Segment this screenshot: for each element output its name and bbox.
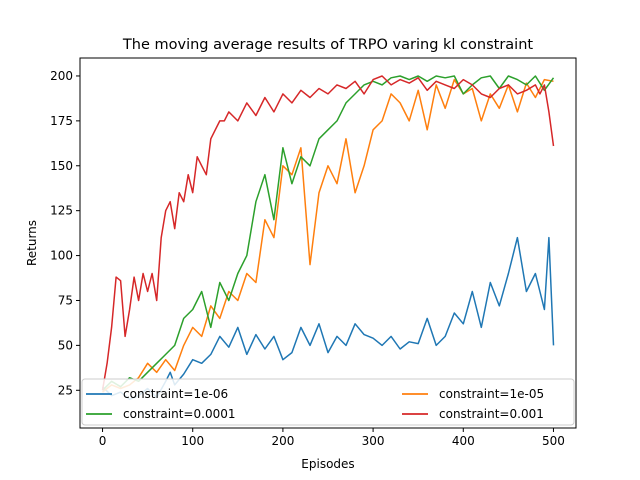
chart-title: The moving average results of TRPO varin… — [122, 37, 533, 53]
y-axis-label: Returns — [25, 220, 39, 266]
y-tick-label: 100 — [50, 249, 73, 263]
y-tick-label: 175 — [50, 114, 73, 128]
y-tick-label: 125 — [50, 204, 73, 218]
series-line-1 — [102, 78, 554, 393]
legend-label: constraint=1e-05 — [439, 387, 544, 401]
y-tick-label: 50 — [58, 338, 73, 352]
y-tick-label: 75 — [58, 293, 73, 307]
series-line-0 — [101, 236, 555, 401]
x-tick-label: 200 — [271, 434, 294, 448]
legend-label: constraint=0.001 — [439, 407, 544, 421]
legend: constraint=1e-06 constraint=1e-05 constrai… — [81, 378, 575, 426]
y-tick-label: 25 — [58, 383, 73, 397]
series-line-3 — [101, 75, 555, 391]
legend-box — [81, 378, 575, 426]
x-axis-label: Episodes — [301, 457, 354, 471]
x-axis-ticks: 0 100 200 300 400 500 — [99, 428, 565, 448]
series-line-2 — [101, 75, 555, 391]
y-tick-label: 200 — [50, 69, 73, 83]
y-axis-ticks: 25 50 75 100 125 150 175 200 — [50, 69, 80, 397]
x-tick-label: 100 — [181, 434, 204, 448]
legend-label: constraint=0.0001 — [123, 407, 235, 421]
plot-lines — [101, 75, 555, 401]
x-tick-label: 400 — [452, 434, 475, 448]
x-tick-label: 0 — [99, 434, 107, 448]
x-tick-label: 500 — [542, 434, 565, 448]
y-tick-label: 150 — [50, 159, 73, 173]
legend-label: constraint=1e-06 — [123, 387, 228, 401]
plot-frame — [79, 57, 577, 429]
x-tick-label: 300 — [362, 434, 385, 448]
